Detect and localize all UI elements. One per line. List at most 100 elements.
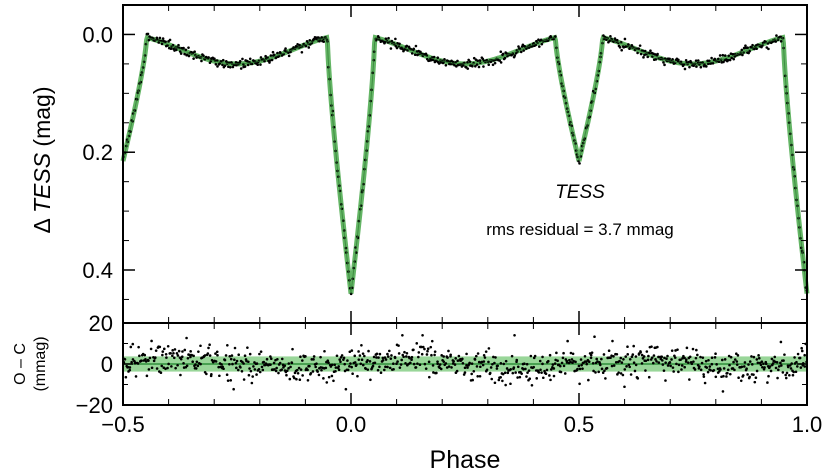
residual-point [563, 372, 567, 375]
data-point [308, 38, 312, 42]
residual-point [435, 371, 438, 375]
data-point [178, 50, 182, 53]
residual-point [750, 363, 754, 366]
residual-point [361, 363, 365, 367]
residual-point [601, 371, 605, 374]
residual-point [377, 356, 380, 359]
residual-point [600, 357, 603, 361]
residual-point [348, 350, 352, 354]
residual-point [429, 345, 433, 349]
residual-point [537, 371, 541, 374]
data-point [618, 46, 622, 49]
residual-point [454, 357, 458, 360]
residual-point [333, 363, 337, 367]
residual-point [287, 362, 291, 365]
x-tick-label: −0.5 [101, 412, 144, 437]
model-curve-core [122, 37, 808, 294]
residual-point [657, 361, 661, 364]
residual-point [766, 381, 769, 384]
data-point [491, 63, 495, 67]
data-point [482, 65, 485, 68]
residual-point [381, 356, 385, 360]
residual-point [152, 359, 156, 363]
residual-point [450, 366, 453, 369]
residual-point [516, 365, 520, 369]
residual-point [626, 353, 630, 356]
data-point [748, 49, 751, 53]
data-point [677, 58, 680, 62]
residual-point [131, 342, 135, 346]
data-point [467, 58, 470, 62]
residual-point [750, 355, 753, 358]
data-point [405, 44, 409, 48]
residual-point [755, 358, 759, 361]
residual-point [161, 353, 164, 357]
residual-point [228, 354, 232, 358]
residual-point [128, 366, 132, 369]
residual-point [792, 370, 795, 374]
residual-point [523, 362, 526, 366]
residual-point [296, 371, 300, 375]
residual-point [470, 362, 474, 365]
residual-point [743, 361, 747, 364]
residual-point [409, 361, 412, 365]
data-point [443, 58, 446, 61]
residual-point [553, 362, 557, 365]
residual-point [257, 368, 261, 371]
residual-point [392, 362, 395, 366]
residual-point [639, 351, 642, 354]
residual-point [515, 358, 519, 362]
residual-point [326, 359, 330, 362]
data-point [613, 37, 617, 40]
data-point [751, 43, 754, 47]
residuals-data [122, 334, 808, 393]
data-point [419, 50, 422, 54]
residual-point [299, 368, 303, 371]
residual-point [694, 356, 698, 360]
residual-point [473, 358, 477, 361]
residual-point [402, 355, 405, 359]
residual-point [525, 362, 529, 366]
residual-point [693, 368, 697, 371]
residual-point [589, 356, 593, 360]
residual-point [283, 364, 287, 367]
residual-point [666, 354, 669, 358]
residual-point [343, 362, 347, 366]
residual-point [154, 349, 158, 352]
data-point [643, 49, 647, 53]
residual-point [446, 356, 449, 359]
residual-point [470, 372, 473, 376]
residual-point [426, 347, 430, 350]
residual-point [589, 353, 593, 357]
residual-point [392, 368, 395, 371]
data-point [317, 36, 320, 39]
data-point [662, 61, 665, 64]
residual-point [560, 361, 564, 365]
residual-point [609, 356, 612, 360]
residual-point [350, 349, 354, 352]
data-point [689, 61, 693, 64]
data-point [256, 63, 260, 67]
residual-point [415, 342, 419, 345]
residual-point [395, 362, 398, 365]
residual-point [206, 352, 210, 355]
residual-point [194, 367, 198, 370]
ylabel-suffix: (mag) [29, 86, 55, 152]
residual-point [623, 368, 627, 371]
residual-point [559, 364, 562, 368]
residual-point [404, 362, 407, 365]
residual-point [155, 367, 159, 370]
residual-point [175, 352, 179, 355]
data-point [727, 54, 731, 58]
residual-point [136, 362, 140, 365]
residual-point [472, 369, 476, 373]
residual-point [304, 355, 307, 358]
residual-point [147, 368, 151, 371]
residual-point [482, 353, 486, 357]
residual-point [159, 371, 163, 375]
residual-point [440, 354, 444, 357]
residual-point [698, 365, 701, 368]
data-point [474, 65, 477, 68]
residual-point [520, 372, 523, 375]
residual-point [595, 357, 599, 361]
